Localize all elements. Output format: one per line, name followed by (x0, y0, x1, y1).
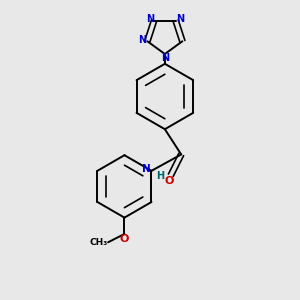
Text: N: N (161, 52, 169, 63)
Text: N: N (176, 14, 184, 24)
Text: H: H (156, 171, 164, 181)
Text: N: N (146, 14, 154, 24)
Text: O: O (120, 234, 129, 244)
Text: CH₃: CH₃ (89, 238, 108, 247)
Text: N: N (142, 164, 151, 174)
Text: N: N (138, 35, 146, 45)
Text: O: O (165, 176, 174, 186)
